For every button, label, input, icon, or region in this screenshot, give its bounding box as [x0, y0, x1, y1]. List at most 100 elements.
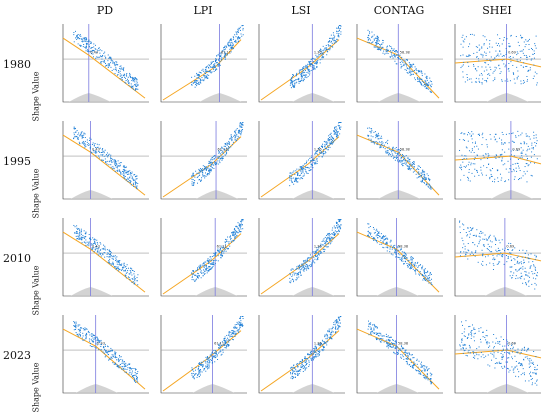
dependence-plot: 0.69 — [447, 311, 547, 399]
dependence-plot: 61.11 — [153, 311, 253, 399]
density-area — [69, 93, 111, 102]
trend-line — [455, 350, 541, 358]
trend-line — [63, 232, 145, 292]
trend-line — [163, 137, 241, 197]
y-axis-label: Shape Value — [32, 164, 41, 224]
threshold-label: 1.36 — [314, 51, 322, 55]
threshold-label: 1.36 — [314, 245, 322, 249]
threshold-label: 0.69 — [506, 245, 514, 249]
axis-frame — [259, 121, 345, 199]
dependence-plot: 1.36 — [251, 20, 351, 108]
threshold-label: 0.43 — [92, 148, 100, 152]
panel-1980-lsi: 1.36 — [251, 20, 351, 108]
threshold-label: 0.69 — [512, 148, 520, 152]
threshold-label: 58.38 — [400, 51, 410, 55]
dependence-plot: 0.69 — [447, 117, 547, 205]
trend-line — [357, 232, 439, 292]
panel-1980-contag: 58.38 — [349, 20, 449, 108]
axis-frame — [455, 218, 541, 296]
shap-points — [191, 25, 244, 88]
threshold-label: 61.11 — [214, 342, 224, 346]
axis-frame — [259, 24, 345, 102]
shap-points — [289, 219, 341, 283]
dependence-plot: 0.43 — [55, 117, 155, 205]
shap-points — [191, 316, 243, 379]
panel-1980-pd: 0.43 — [55, 20, 155, 108]
axis-frame — [161, 24, 247, 102]
density-area — [378, 93, 420, 102]
row-title-1995: 1995 — [2, 155, 32, 168]
density-area — [76, 384, 118, 393]
axis-frame — [259, 315, 345, 393]
panel-2010-lsi: 1.36 — [251, 214, 351, 302]
density-area — [292, 384, 334, 393]
shap-points — [73, 127, 138, 190]
trend-line — [261, 331, 339, 391]
dependence-plot: 58.38 — [349, 214, 449, 302]
panel-2023-contag: 58.38 — [349, 311, 449, 399]
axis-frame — [161, 121, 247, 199]
panel-2010-lpi: 61.11 — [153, 214, 253, 302]
density-area — [491, 190, 533, 199]
panel-2023-pd: 0.43 — [55, 311, 155, 399]
threshold-label: 0.69 — [508, 342, 516, 346]
y-axis-label: Shape Value — [32, 358, 41, 418]
shap-points — [367, 30, 432, 93]
axis-frame — [357, 218, 443, 296]
trend-line — [261, 234, 339, 294]
dependence-plot: 58.38 — [349, 117, 449, 205]
shap-points — [73, 31, 138, 91]
row-title-2023: 2023 — [2, 349, 32, 362]
dependence-plot: 61.11 — [153, 214, 253, 302]
dependence-plot: 1.36 — [251, 311, 351, 399]
y-axis-label: Shape Value — [32, 67, 41, 127]
panel-2010-shei: 0.69 — [447, 214, 547, 302]
trend-line — [163, 40, 241, 100]
axis-frame — [357, 24, 443, 102]
trend-line — [63, 38, 145, 98]
threshold-label: 61.11 — [221, 51, 231, 55]
trend-line — [455, 156, 541, 164]
panel-1980-lpi: 61.11 — [153, 20, 253, 108]
trend-line — [357, 329, 439, 389]
threshold-label: 0.43 — [97, 342, 105, 346]
column-title-pd: PD — [55, 4, 155, 17]
shap-points — [290, 25, 342, 88]
dependence-plot: 0.69 — [447, 20, 547, 108]
threshold-label: 58.38 — [400, 148, 410, 152]
y-axis-label: Shape Value — [32, 261, 41, 321]
panel-2023-shei: 0.69 — [447, 311, 547, 399]
threshold-label: 0.43 — [92, 245, 100, 249]
shap-points — [73, 321, 138, 383]
shap-points — [367, 223, 432, 285]
density-area — [292, 287, 334, 296]
threshold-label: 61.11 — [217, 245, 227, 249]
trend-line — [63, 329, 145, 389]
density-area — [487, 384, 529, 393]
shap-points — [73, 225, 138, 285]
shap-points — [289, 122, 341, 186]
axis-frame — [455, 121, 541, 199]
density-area — [292, 190, 334, 199]
panel-1995-lpi: 61.11 — [153, 117, 253, 205]
dependence-plot: 0.43 — [55, 20, 155, 108]
shap-points — [368, 321, 433, 385]
density-area — [377, 384, 419, 393]
axis-frame — [455, 315, 541, 393]
panel-1995-lsi: 1.36 — [251, 117, 351, 205]
shap-points — [191, 122, 243, 186]
panel-1995-contag: 58.38 — [349, 117, 449, 205]
panel-1995-pd: 0.43 — [55, 117, 155, 205]
panel-2023-lpi: 61.11 — [153, 311, 253, 399]
axis-frame — [63, 24, 149, 102]
density-area — [195, 287, 237, 296]
dependence-plot: 0.69 — [447, 214, 547, 302]
panel-1995-shei: 0.69 — [447, 117, 547, 205]
shap-points — [367, 127, 432, 189]
axis-frame — [63, 218, 149, 296]
threshold-label: 58.38 — [398, 342, 408, 346]
threshold-label: 0.69 — [508, 51, 516, 55]
panel-2023-lsi: 1.36 — [251, 311, 351, 399]
shap-points — [290, 316, 341, 379]
threshold-label: 61.11 — [218, 148, 228, 152]
